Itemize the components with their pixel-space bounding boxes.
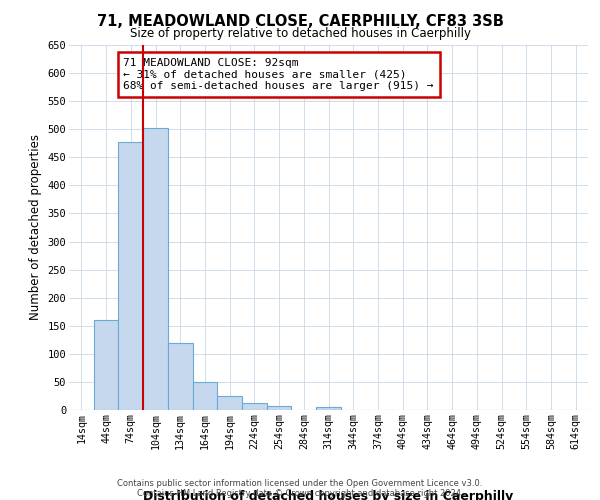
Bar [94, 320, 118, 410]
Bar [217, 396, 242, 410]
Bar [316, 407, 341, 410]
Bar [118, 142, 143, 410]
Text: Size of property relative to detached houses in Caerphilly: Size of property relative to detached ho… [130, 28, 470, 40]
Text: 71 MEADOWLAND CLOSE: 92sqm
← 31% of detached houses are smaller (425)
68% of sem: 71 MEADOWLAND CLOSE: 92sqm ← 31% of deta… [124, 58, 434, 91]
Bar [267, 406, 292, 410]
Y-axis label: Number of detached properties: Number of detached properties [29, 134, 42, 320]
Text: Contains public sector information licensed under the Open Government Licence v3: Contains public sector information licen… [118, 478, 482, 488]
Bar [168, 342, 193, 410]
Text: 71, MEADOWLAND CLOSE, CAERPHILLY, CF83 3SB: 71, MEADOWLAND CLOSE, CAERPHILLY, CF83 3… [97, 14, 503, 29]
X-axis label: Distribution of detached houses by size in Caerphilly: Distribution of detached houses by size … [143, 490, 514, 500]
Bar [242, 404, 267, 410]
Bar [143, 128, 168, 410]
Bar [193, 382, 217, 410]
Text: Contains HM Land Registry data © Crown copyright and database right 2024.: Contains HM Land Registry data © Crown c… [137, 488, 463, 498]
